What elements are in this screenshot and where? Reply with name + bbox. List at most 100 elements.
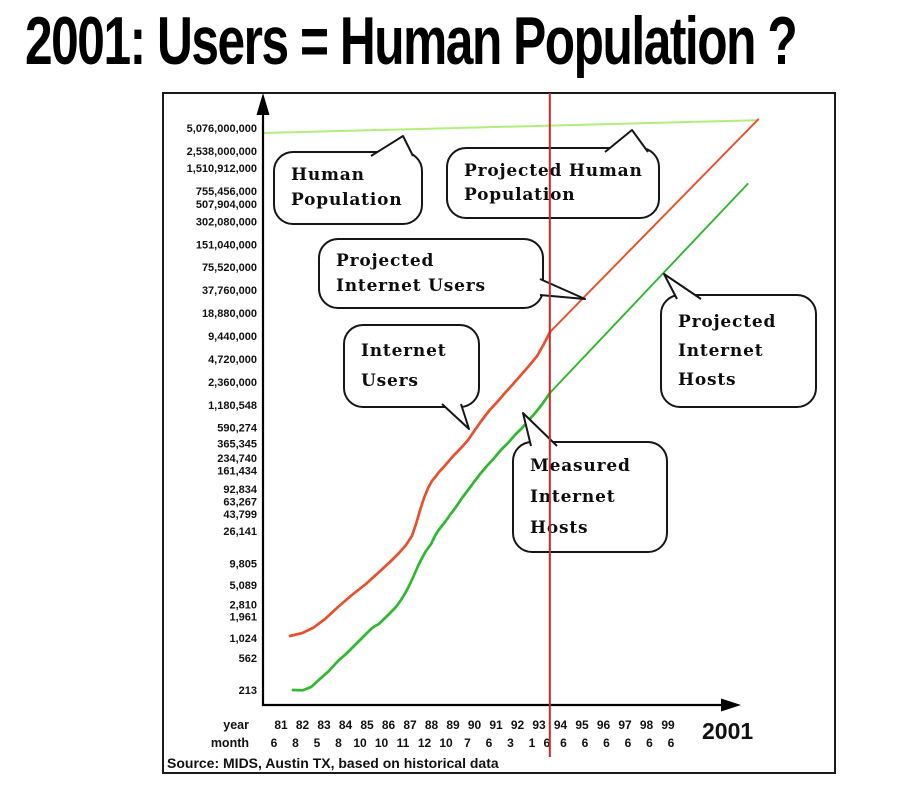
y-tick-label: 18,880,000 [202, 308, 257, 320]
y-tick-label: 9,805 [229, 558, 257, 570]
y-tick-label: 2,538,000,000 [187, 146, 257, 158]
x-year-label: 88 [425, 718, 439, 732]
projected-internet-hosts-callout: Projected Internet Hosts [660, 294, 817, 408]
x-year-label: 93 [532, 718, 546, 732]
callout-line: Hosts [678, 369, 737, 390]
callout-line: Population [464, 185, 576, 205]
y-tick-label: 5,089 [229, 580, 257, 592]
x-year-label: 90 [468, 718, 482, 732]
x-year-label: 85 [360, 718, 374, 732]
callout-line: Internet Users [336, 275, 486, 296]
x-year-label: 99 [661, 718, 675, 732]
y-tick-label: 234,740 [217, 453, 257, 465]
page-title: 2001: Users = Human Population ? [25, 2, 798, 80]
x-month-label: 6 [603, 736, 610, 750]
y-axis-arrow-icon [256, 93, 270, 115]
x-year-label: 82 [296, 718, 310, 732]
x-month-label: 10 [375, 736, 389, 750]
y-tick-label: 37,760,000 [202, 285, 257, 297]
page-title-text: 2001: Users = Human Population ? [25, 3, 798, 79]
projected-human-population-callout: Projected Human Population [446, 147, 660, 219]
y-tick-label: 26,141 [223, 526, 257, 538]
measured-internet-hosts-callout: Measured Internet Hosts [512, 441, 668, 553]
y-tick-label: 1,180,548 [208, 400, 257, 412]
x-month-label: 6 [625, 736, 632, 750]
source-note: Source: MIDS, Austin TX, based on histor… [167, 755, 499, 771]
x-projection-month-label: 6 [543, 736, 550, 750]
x-month-label: 6 [646, 736, 653, 750]
y-tick-label: 75,520,000 [202, 262, 257, 274]
x-year-label: 89 [446, 718, 460, 732]
x-year-label: 98 [640, 718, 654, 732]
x-month-label: 6 [560, 736, 567, 750]
x-month-label: 6 [668, 736, 675, 750]
y-tick-label: 43,799 [223, 509, 257, 521]
month-row-label: month [211, 736, 249, 750]
x-month-label: 12 [418, 736, 432, 750]
callout-line: Hosts [530, 517, 589, 538]
y-tick-label: 2,810 [229, 600, 257, 612]
callout-line: Internet [530, 486, 616, 507]
internet-users-callout: Internet Users [343, 324, 480, 408]
y-tick-label: 590,274 [217, 423, 258, 435]
x-year-label: 92 [511, 718, 525, 732]
projected-internet-users-callout: Projected Internet Users [318, 238, 544, 309]
y-tick-label: 1,510,912,000 [187, 163, 257, 175]
x-year-label: 84 [339, 718, 353, 732]
x-month-label: 10 [353, 736, 367, 750]
callout-line: Measured [530, 455, 631, 476]
y-tick-label: 365,345 [217, 439, 257, 451]
x-year-label: 83 [317, 718, 331, 732]
x-year-label: 86 [382, 718, 396, 732]
y-tick-label: 4,720,000 [208, 354, 257, 366]
y-tick-label: 161,434 [217, 466, 258, 478]
y-tick-label: 1,961 [229, 612, 257, 624]
callout-line: Projected Human [464, 161, 643, 181]
callout-line: Internet [678, 340, 764, 361]
x-month-label: 6 [582, 736, 589, 750]
x-month-label: 6 [271, 736, 278, 750]
y-tick-label: 562 [239, 653, 257, 665]
human-population-callout: Human Population [273, 151, 423, 225]
y-tick-label: 213 [239, 685, 257, 697]
y-tick-label: 302,080,000 [196, 216, 257, 228]
x-year-label: 91 [489, 718, 503, 732]
x-month-label: 8 [292, 736, 299, 750]
x-year-label: 96 [597, 718, 611, 732]
x-month-label: 5 [314, 736, 321, 750]
callout-line: Users [361, 371, 419, 391]
y-tick-label: 507,904,000 [196, 199, 257, 211]
y-tick-label: 92,834 [223, 484, 258, 496]
x-month-label: 10 [439, 736, 453, 750]
y-tick-label: 63,267 [223, 497, 257, 509]
x-month-label: 3 [507, 736, 514, 750]
x-year-label: 95 [575, 718, 589, 732]
x-axis-arrow-icon [721, 698, 741, 712]
y-tick-label: 151,040,000 [196, 239, 257, 251]
x-month-label: 11 [397, 736, 410, 750]
internet-hosts-projected-line [549, 183, 749, 394]
human-population-line [261, 119, 758, 134]
callout-line: Projected [336, 250, 435, 271]
y-tick-label: 5,076,000,000 [187, 123, 257, 135]
x-month-label: 1 [529, 736, 536, 750]
y-tick-label: 2,360,000 [208, 377, 257, 389]
x-year-label: 81 [274, 718, 288, 732]
internet-hosts-measured-line [291, 391, 552, 692]
callout-line: Projected [678, 311, 777, 332]
y-tick-label: 9,440,000 [208, 331, 257, 343]
callout-line: Internet [361, 341, 447, 361]
x-year-label: 94 [554, 718, 568, 732]
x-year-label: 97 [618, 718, 632, 732]
callout-line: Human [291, 165, 365, 185]
year-row-label: year [223, 718, 249, 732]
x-month-label: 6 [486, 736, 493, 750]
x-year-label: 87 [403, 718, 417, 732]
y-tick-label: 1,024 [229, 633, 257, 645]
internet-users-measured-line [288, 330, 552, 638]
x-month-label: 7 [464, 736, 471, 750]
x-month-label: 8 [335, 736, 342, 750]
callout-line: Population [291, 190, 403, 210]
x-end-year-label: 2001 [702, 718, 753, 744]
